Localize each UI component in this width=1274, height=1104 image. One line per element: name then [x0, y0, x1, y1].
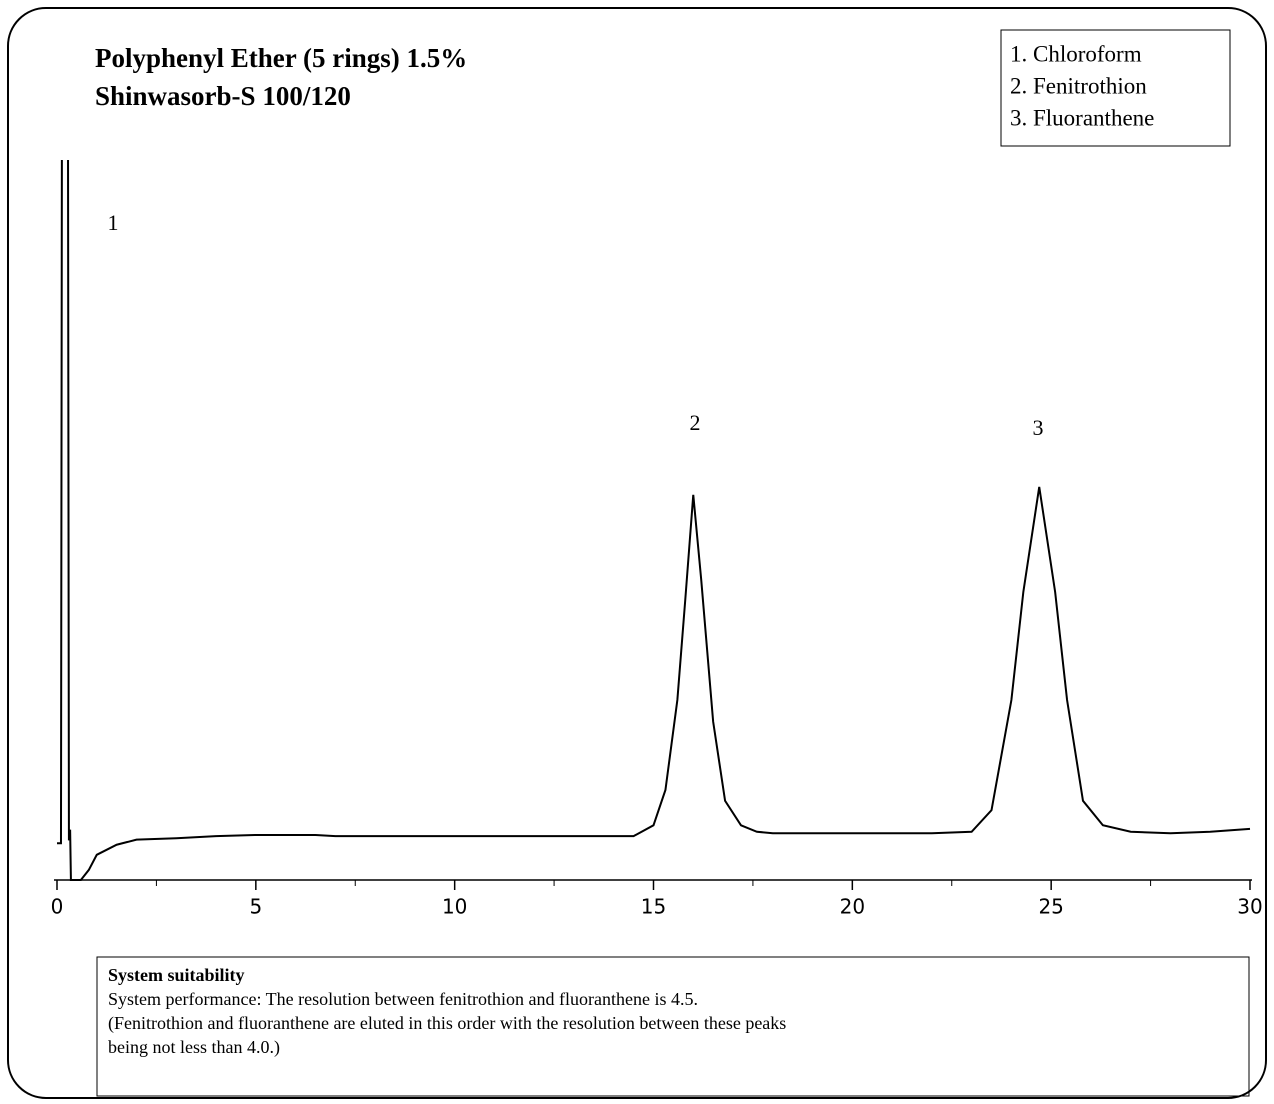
note-line: (Fenitrothion and fluoranthene are elute… [108, 1013, 786, 1034]
legend-box [1000, 29, 1231, 147]
legend-entry: 1. Chloroform [1010, 41, 1142, 66]
note-heading: System suitability [108, 965, 245, 985]
x-tick-label: 15 [641, 895, 666, 919]
note-line: being not less than 4.0.) [108, 1037, 280, 1058]
legend-entry: 2. Fenitrothion [1010, 73, 1147, 98]
x-tick-label: 5 [249, 895, 262, 919]
x-tick-label: 25 [1038, 895, 1063, 919]
x-tick-label: 10 [442, 895, 467, 919]
chart-subtitle: Shinwasorb-S 100/120 [95, 81, 351, 111]
chromatogram-line [57, 160, 1251, 881]
peak-label: 3 [1033, 415, 1044, 440]
chart-title: Polyphenyl Ether (5 rings) 1.5% [95, 43, 467, 73]
x-tick-label: 30 [1237, 895, 1262, 919]
note-box [96, 956, 1250, 1097]
legend-entry: 3. Fluoranthene [1010, 105, 1154, 130]
note-line: System performance: The resolution betwe… [108, 989, 698, 1009]
peak-label: 2 [690, 410, 701, 435]
x-tick-label: 20 [840, 895, 865, 919]
peak-label: 1 [108, 210, 119, 235]
frame [7, 7, 1267, 1099]
x-tick-label: 0 [51, 895, 64, 919]
